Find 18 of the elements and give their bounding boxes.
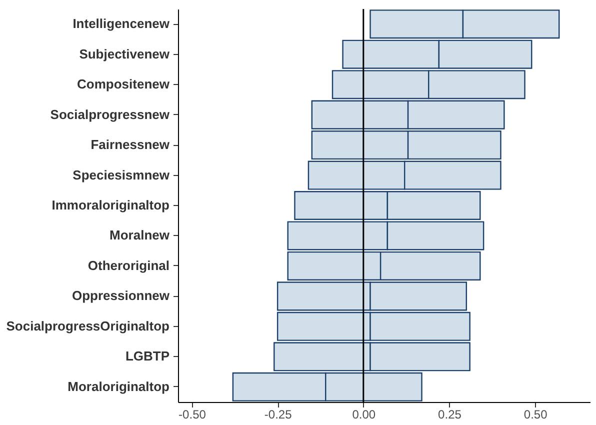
y-tick-label: Moralnew: [110, 228, 170, 243]
y-tick-label: Subjectivenew: [79, 46, 170, 62]
y-tick-label: Oppressionnew: [72, 288, 170, 304]
y-tick-label: Moraloriginaltop: [68, 378, 170, 394]
y-tick-label: Immoraloriginaltop: [52, 198, 170, 212]
y-tick-label: SocialprogressOriginaltop: [6, 318, 170, 334]
x-tick-label: -0.25: [264, 408, 292, 422]
y-tick-label: Speciesismnew: [72, 167, 170, 182]
y-tick-label: Fairnessnew: [90, 137, 170, 152]
y-tick-label: Socialprogressnew: [50, 106, 170, 122]
y-tick-label: Compositenew: [77, 76, 170, 92]
y-tick-label: Intelligencenew: [72, 16, 170, 32]
x-tick-label: 0.50: [524, 408, 548, 422]
y-tick-label: Otheroriginal: [88, 258, 170, 273]
x-tick-label: 0.25: [438, 408, 462, 422]
y-tick-label: LGBTP: [125, 348, 170, 364]
x-tick-label: -0.50: [178, 408, 206, 422]
x-tick-label: 0.00: [352, 408, 376, 422]
